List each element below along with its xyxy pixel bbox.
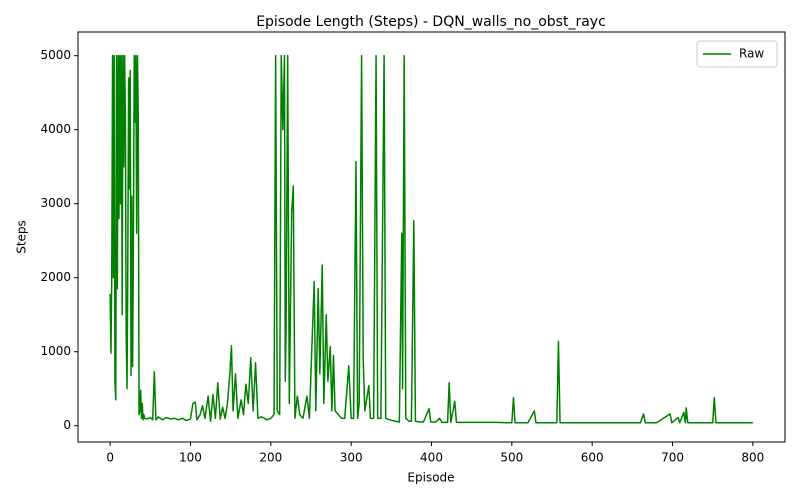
x-axis-label: Episode: [407, 471, 454, 485]
y-tick-label: 1000: [40, 344, 71, 358]
plot-frame: [77, 31, 786, 443]
legend-box: [696, 40, 778, 68]
x-tick-label: 200: [259, 451, 282, 465]
x-tick-label: 600: [581, 451, 604, 465]
x-tick-label: 300: [340, 451, 363, 465]
y-tick-label: 4000: [40, 122, 71, 136]
legend-label: Raw: [739, 47, 764, 61]
y-axis-label: Steps: [15, 220, 29, 254]
x-tick-label: 800: [741, 451, 764, 465]
y-tick-label: 2000: [40, 270, 71, 284]
x-tick-label: 700: [661, 451, 684, 465]
x-tick-label: 500: [500, 451, 523, 465]
y-tick-label: 0: [63, 418, 71, 432]
x-tick-label: 0: [106, 451, 114, 465]
x-tick-label: 400: [420, 451, 443, 465]
data-line: [109, 54, 753, 424]
chart-title: Episode Length (Steps) - DQN_walls_no_ob…: [256, 14, 606, 30]
y-tick-label: 3000: [40, 196, 71, 210]
x-tick-label: 100: [179, 451, 202, 465]
y-tick-label: 5000: [40, 48, 71, 62]
